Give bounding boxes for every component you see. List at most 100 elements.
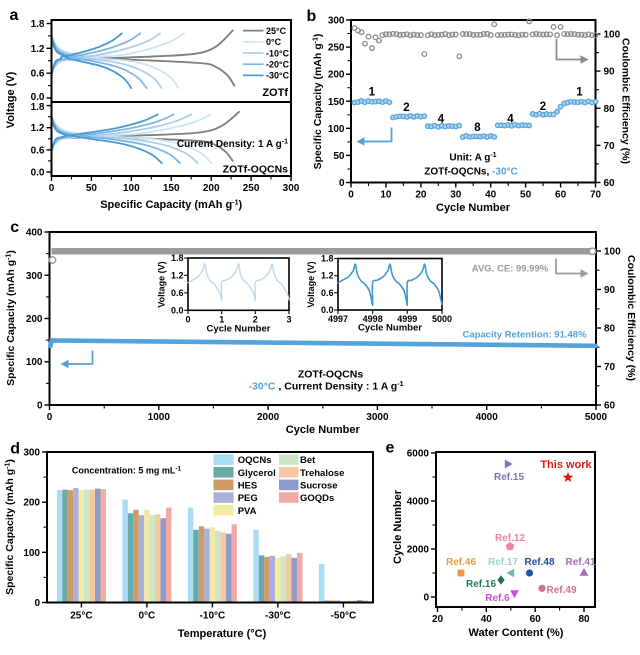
svg-text:250: 250	[243, 183, 260, 194]
svg-text:ZOTf: ZOTf	[262, 87, 288, 99]
svg-text:0: 0	[339, 178, 345, 189]
svg-text:4000: 4000	[407, 497, 430, 508]
svg-text:50: 50	[333, 151, 345, 162]
svg-text:1.2: 1.2	[321, 271, 334, 281]
svg-text:25°C: 25°C	[266, 26, 287, 36]
svg-text:0°C: 0°C	[139, 611, 156, 622]
svg-text:200: 200	[26, 314, 43, 325]
svg-text:Concentration: 5 mg mL-1: Concentration: 5 mg mL-1	[72, 465, 182, 475]
svg-text:ZOTf-OQCNs: ZOTf-OQCNs	[223, 164, 288, 176]
svg-text:0.6: 0.6	[171, 288, 184, 298]
svg-text:Ref.17: Ref.17	[488, 557, 518, 568]
svg-text:50: 50	[520, 190, 532, 201]
svg-text:5000: 5000	[432, 314, 452, 324]
svg-text:80: 80	[604, 104, 616, 115]
svg-text:-10°C: -10°C	[266, 48, 290, 58]
svg-text:-50°C: -50°C	[331, 611, 357, 622]
svg-text:2000: 2000	[257, 412, 280, 423]
svg-text:Ref.48: Ref.48	[524, 557, 554, 568]
svg-text:1.2: 1.2	[31, 123, 45, 134]
svg-text:400: 400	[26, 228, 43, 239]
svg-text:0: 0	[423, 593, 429, 604]
svg-text:Capacity Retention: 91.48%: Capacity Retention: 91.48%	[462, 330, 587, 341]
svg-text:Glycerol: Glycerol	[238, 468, 276, 479]
svg-text:1000: 1000	[148, 412, 171, 423]
svg-text:5000: 5000	[585, 412, 608, 423]
svg-text:Voltage (V): Voltage (V)	[157, 261, 167, 307]
svg-text:Cycle Number: Cycle Number	[392, 489, 404, 564]
svg-text:0.0: 0.0	[321, 305, 334, 315]
svg-text:3000: 3000	[366, 412, 389, 423]
svg-text:Specific Capacity (mAh g-1): Specific Capacity (mAh g-1)	[100, 199, 242, 211]
svg-text:2: 2	[403, 102, 409, 114]
svg-text:300: 300	[23, 448, 40, 459]
svg-text:Trehalose: Trehalose	[300, 468, 344, 479]
svg-text:300: 300	[328, 16, 345, 27]
svg-text:300: 300	[26, 271, 43, 282]
svg-text:40: 40	[485, 190, 497, 201]
svg-text:Voltage (V): Voltage (V)	[5, 71, 17, 128]
svg-text:100: 100	[123, 183, 140, 194]
svg-text:Ref.41: Ref.41	[565, 557, 595, 568]
svg-text:-20°C: -20°C	[266, 60, 290, 70]
svg-text:0.0: 0.0	[171, 305, 184, 315]
svg-text:90: 90	[604, 67, 616, 78]
svg-text:OQCNs: OQCNs	[238, 455, 272, 466]
svg-text:80: 80	[604, 324, 616, 335]
svg-text:0: 0	[37, 401, 43, 412]
svg-text:-30°C: -30°C	[265, 611, 291, 622]
svg-text:40: 40	[481, 614, 493, 625]
svg-text:1.8: 1.8	[321, 254, 334, 264]
svg-text:4997: 4997	[328, 314, 348, 324]
svg-text:20: 20	[415, 190, 427, 201]
svg-text:100: 100	[328, 124, 345, 135]
svg-text:8: 8	[474, 122, 481, 134]
svg-text:b: b	[307, 8, 317, 25]
svg-text:4: 4	[438, 114, 445, 126]
svg-text:a: a	[10, 7, 19, 24]
svg-text:70: 70	[604, 362, 616, 373]
svg-text:4000: 4000	[476, 412, 499, 423]
svg-text:100: 100	[604, 247, 621, 258]
svg-text:200: 200	[23, 498, 40, 509]
svg-text:Coulombic Efficiency (%): Coulombic Efficiency (%)	[625, 255, 637, 381]
svg-text:60: 60	[604, 178, 616, 189]
svg-text:0: 0	[348, 190, 354, 201]
svg-text:0.6: 0.6	[31, 69, 45, 80]
svg-text:0.6: 0.6	[31, 145, 45, 156]
svg-text:300: 300	[283, 183, 300, 194]
svg-text:150: 150	[328, 97, 345, 108]
svg-text:90: 90	[604, 285, 616, 296]
svg-text:3: 3	[286, 314, 291, 324]
svg-text:1: 1	[369, 87, 376, 99]
svg-text:200: 200	[203, 183, 220, 194]
svg-text:0.6: 0.6	[321, 288, 334, 298]
svg-text:6000: 6000	[407, 449, 430, 460]
svg-text:0.0: 0.0	[31, 92, 45, 103]
svg-text:Cycle Number: Cycle Number	[436, 202, 511, 214]
svg-text:1.2: 1.2	[31, 44, 45, 55]
svg-text:Water Content (%): Water Content (%)	[469, 627, 564, 639]
svg-text:0: 0	[49, 183, 55, 194]
svg-text:70: 70	[590, 190, 602, 201]
svg-text:0°C: 0°C	[266, 37, 282, 47]
svg-text:HES: HES	[238, 481, 258, 492]
svg-text:-30°C: -30°C	[266, 71, 290, 81]
svg-text:100: 100	[26, 357, 43, 368]
svg-text:0: 0	[34, 598, 40, 609]
svg-text:60: 60	[530, 614, 542, 625]
svg-text:1: 1	[219, 314, 224, 324]
svg-text:1: 1	[576, 87, 583, 99]
svg-text:25°C: 25°C	[70, 611, 92, 622]
svg-text:60: 60	[555, 190, 567, 201]
svg-text:ZOTf-OQCNs, -30°C: ZOTf-OQCNs, -30°C	[424, 167, 517, 178]
svg-text:20: 20	[432, 614, 444, 625]
svg-text:Current Density: 1 A g-1: Current Density: 1 A g-1	[177, 139, 288, 151]
svg-text:10: 10	[380, 190, 392, 201]
svg-text:2000: 2000	[407, 545, 430, 556]
svg-text:1.8: 1.8	[171, 253, 184, 263]
svg-text:70: 70	[604, 141, 616, 152]
svg-text:200: 200	[328, 70, 345, 81]
svg-text:PEG: PEG	[238, 493, 258, 504]
svg-text:60: 60	[604, 401, 616, 412]
